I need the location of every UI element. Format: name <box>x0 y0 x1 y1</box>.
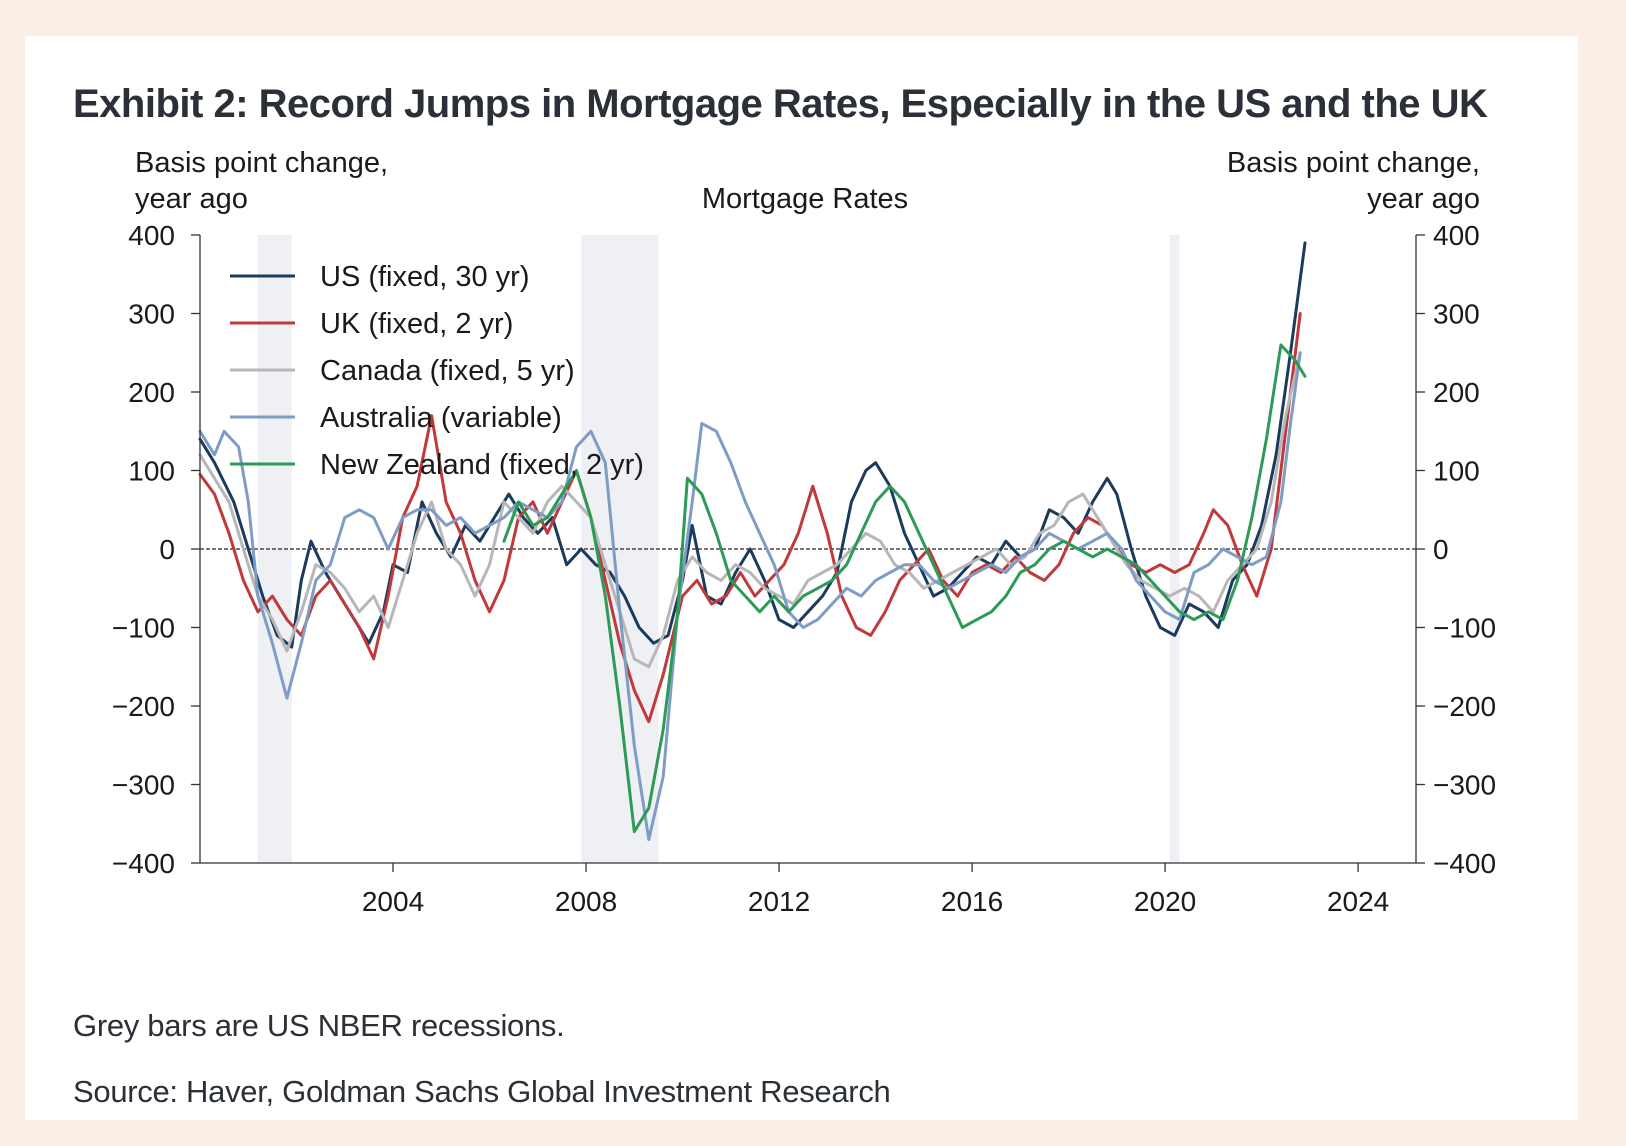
y-tick-label-right: −100 <box>1433 613 1496 644</box>
x-tick-label: 2020 <box>1134 886 1196 917</box>
y-tick-label-right: 0 <box>1433 534 1449 565</box>
y-tick-label-left: 0 <box>159 534 175 565</box>
legend: US (fixed, 30 yr) UK (fixed, 2 yr) Canada … <box>230 261 644 481</box>
legend-label-3: Australia (variable) <box>320 402 562 434</box>
y-tick-label-left: 100 <box>128 456 175 487</box>
recession-footnote: Grey bars are US NBER recessions. <box>73 1008 565 1043</box>
y-tick-label-left: −400 <box>112 848 175 879</box>
y-tick-label-right: 100 <box>1433 456 1480 487</box>
chart-title: Mortgage Rates <box>702 183 908 215</box>
y-tick-label-left: −200 <box>112 691 175 722</box>
y-tick-label-right: −400 <box>1433 848 1496 879</box>
x-tick-label: 2012 <box>748 886 810 917</box>
series-line-3 <box>198 351 1302 841</box>
y-tick-label-right: 200 <box>1433 377 1480 408</box>
y-tick-label-left: 300 <box>128 299 175 330</box>
source-note: Source: Haver, Goldman Sachs Global Inve… <box>73 1074 891 1109</box>
x-tick-label: 2008 <box>555 886 617 917</box>
x-tick-label: 2004 <box>362 886 424 917</box>
mortgage-rates-chart: −400 −400 −300 −300 −200 −200 −100 −100 0 0 100 100… <box>112 147 1496 917</box>
legend-label-4: New Zealand (fixed, 2 yr) <box>320 449 644 481</box>
legend-label-1: UK (fixed, 2 yr) <box>320 308 513 340</box>
y-tick-label-right: −200 <box>1433 691 1496 722</box>
x-tick-label: 2016 <box>941 886 1003 917</box>
legend-label-2: Canada (fixed, 5 yr) <box>320 355 575 387</box>
x-tick-label: 2024 <box>1327 886 1389 917</box>
series-line-0 <box>198 241 1307 649</box>
y-tick-label-left: 200 <box>128 377 175 408</box>
series-line-2 <box>198 351 1302 669</box>
right-axis-label-line-2: year ago <box>1367 183 1480 215</box>
left-axis-label-line-1: Basis point change, <box>135 147 388 179</box>
left-axis-label-line-2: year ago <box>135 183 248 215</box>
series-line-4 <box>502 343 1307 834</box>
exhibit-card: Exhibit 2: Record Jumps in Mortgage Rate… <box>25 36 1578 1120</box>
y-tick-label-left: −100 <box>112 613 175 644</box>
ticks: −400 −400 −300 −300 −200 −200 −100 −100 0 0 100 100… <box>112 220 1496 917</box>
y-tick-label-right: 400 <box>1433 220 1480 251</box>
y-tick-label-right: 300 <box>1433 299 1480 330</box>
exhibit-title: Exhibit 2: Record Jumps in Mortgage Rate… <box>73 82 1488 126</box>
legend-label-0: US (fixed, 30 yr) <box>320 261 530 293</box>
series-lines <box>198 241 1307 841</box>
y-tick-label-left: 400 <box>128 220 175 251</box>
y-tick-label-right: −300 <box>1433 770 1496 801</box>
right-axis-label-line-1: Basis point change, <box>1227 147 1480 179</box>
y-tick-label-left: −300 <box>112 770 175 801</box>
